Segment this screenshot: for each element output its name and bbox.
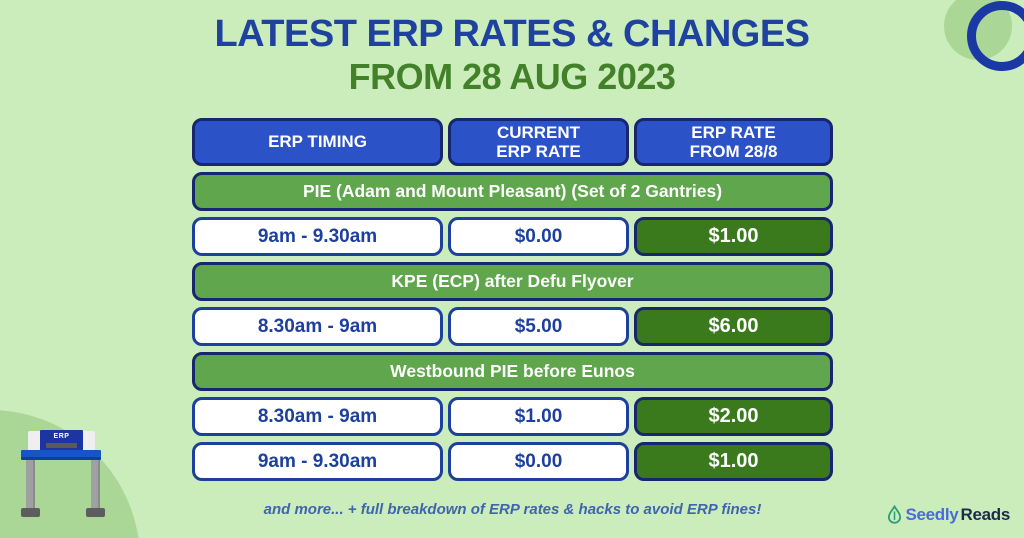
- erp-rates-table: ERP TIMING CURRENT ERP RATE ERP RATE FRO…: [192, 118, 833, 481]
- column-header-current-rate: CURRENT ERP RATE: [448, 118, 629, 166]
- table-cell-new-rate: $1.00: [634, 442, 833, 481]
- gantry-section-header-kpe-defu: KPE (ECP) after Defu Flyover: [192, 262, 833, 301]
- table-cell-current-rate: $5.00: [448, 307, 629, 346]
- page-title: LATEST ERP RATES & CHANGES FROM 28 AUG 2…: [0, 13, 1024, 97]
- logo-text-secondary: Reads: [960, 505, 1010, 524]
- gantry-section-header-westbound-pie: Westbound PIE before Eunos: [192, 352, 833, 391]
- table-cell-new-rate: $6.00: [634, 307, 833, 346]
- title-line-1: LATEST ERP RATES & CHANGES: [214, 13, 810, 55]
- footer-note: and more... + full breakdown of ERP rate…: [263, 501, 762, 518]
- gantry-foot-right: [86, 508, 105, 517]
- gantry-sign-label: ERP: [53, 433, 70, 440]
- table-cell-timing: 8.30am - 9am: [192, 307, 443, 346]
- erp-gantry-illustration: ERP: [21, 430, 105, 517]
- column-header-rate-from-28-8: ERP RATE FROM 28/8: [634, 118, 833, 166]
- gantry-sign-slot: [46, 443, 77, 448]
- table-cell-timing: 9am - 9.30am: [192, 442, 443, 481]
- table-cell-timing: 9am - 9.30am: [192, 217, 443, 256]
- table-cell-timing: 8.30am - 9am: [192, 397, 443, 436]
- table-cell-new-rate: $2.00: [634, 397, 833, 436]
- droplet-leaf-icon: [886, 505, 903, 525]
- gantry-post-left: [26, 460, 35, 508]
- gantry-section-header-pie-adam: PIE (Adam and Mount Pleasant) (Set of 2 …: [192, 172, 833, 211]
- table-cell-current-rate: $0.00: [448, 442, 629, 481]
- seedly-reads-logo: Seedly Reads: [886, 505, 1010, 525]
- table-cell-current-rate: $1.00: [448, 397, 629, 436]
- gantry-post-right: [91, 460, 100, 508]
- column-header-erp-timing: ERP TIMING: [192, 118, 443, 166]
- logo-text-primary: Seedly: [905, 505, 959, 524]
- gantry-sign: ERP: [28, 430, 95, 452]
- table-cell-current-rate: $0.00: [448, 217, 629, 256]
- table-cell-new-rate: $1.00: [634, 217, 833, 256]
- gantry-sign-panel: ERP: [40, 430, 83, 452]
- gantry-beam: [21, 450, 101, 460]
- title-line-2: FROM 28 AUG 2023: [348, 55, 676, 97]
- gantry-foot-left: [21, 508, 40, 517]
- decorative-navy-ring: [967, 1, 1024, 71]
